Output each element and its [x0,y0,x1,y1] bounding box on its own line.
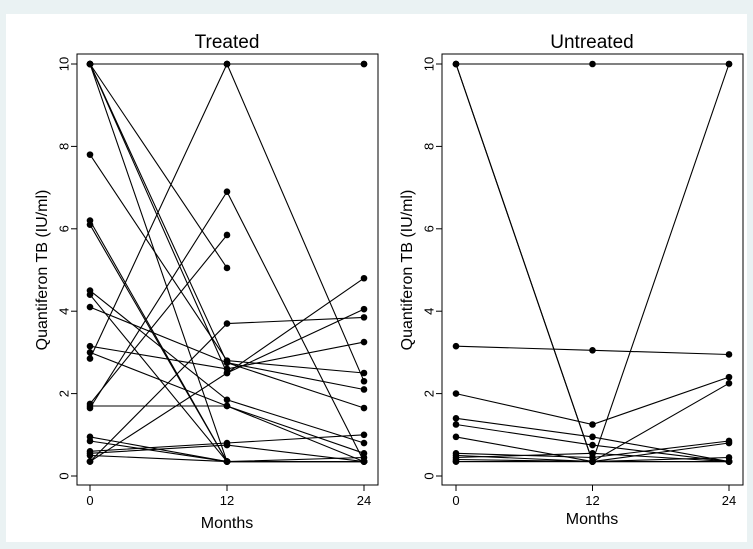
treated-panel-title: Treated [195,32,260,53]
treated-data-point [86,221,94,228]
treated-data-point [86,355,94,362]
untreated-data-points [452,60,733,465]
untreated-data-point [589,458,596,465]
treated-panel: Treated Quantiferon TB (IU/ml) Months 0 2… [34,32,379,532]
treated-data-point [360,314,368,321]
treated-series-line-3 [89,63,228,269]
treated-y-tick-label: 2 [57,390,72,397]
untreated-data-point [452,458,460,465]
untreated-data-point [589,60,596,68]
untreated-x-tick-label: 24 [722,493,736,508]
untreated-data-point [725,60,733,68]
treated-data-points [86,60,368,465]
treated-data-point [223,396,231,404]
treated-data-point [360,369,368,377]
treated-y-tick-label: 6 [57,225,72,232]
treated-y-tick-label: 10 [57,57,72,71]
untreated-data-point [725,458,733,465]
treated-data-point [360,454,368,461]
treated-data-point [223,359,231,367]
treated-data-point [223,402,231,410]
untreated-y-tick-label: 0 [422,472,437,479]
treated-data-point [223,369,231,377]
untreated-y-tick-label: 4 [422,308,437,315]
treated-data-point [360,338,368,346]
treated-data-point [360,404,368,412]
treated-data-point [86,303,94,311]
treated-data-point [360,305,368,313]
untreated-data-point [589,421,596,428]
treated-x-tick-label: 12 [220,493,234,508]
treated-y-tick-label: 8 [57,143,72,150]
treated-data-point [223,320,231,327]
untreated-data-point [452,421,460,428]
treated-x-tick-label: 24 [357,493,371,508]
untreated-data-point [589,433,596,441]
untreated-x-tick-label: 0 [452,493,459,508]
untreated-x-tick-label: 12 [585,493,599,508]
untreated-x-axis-label: Months [566,511,618,528]
treated-data-point [223,231,231,239]
untreated-panel: Untreated Quantiferon TB (IU/ml) Months … [399,32,744,528]
treated-y-axis-label: Quantiferon TB (IU/ml) [34,190,51,351]
untreated-data-point [452,390,460,397]
untreated-data-point [589,347,596,354]
treated-data-point [223,441,231,449]
treated-data-point [86,60,94,68]
untreated-data-point [589,441,596,449]
treated-data-point [86,402,94,410]
untreated-y-tick-label: 8 [422,143,437,150]
untreated-data-point [725,351,733,358]
untreated-data-point [452,342,460,350]
treated-data-point [86,349,94,356]
untreated-y-axis-label: Quantiferon TB (IU/ml) [399,190,416,351]
treated-x-axis-label: Months [201,515,253,532]
untreated-data-point [452,433,460,441]
treated-series-line-16 [89,234,228,405]
treated-data-point [86,291,94,299]
treated-data-point [360,439,368,447]
untreated-data-point [589,450,596,457]
treated-data-point [360,386,368,393]
untreated-panel-title: Untreated [550,32,633,53]
untreated-data-point [725,380,733,387]
treated-data-point [360,274,368,282]
treated-data-point [223,188,231,196]
untreated-y-tick-label: 2 [422,390,437,397]
treated-data-point [223,458,231,465]
treated-data-point [223,264,231,272]
treated-x-tick-label: 0 [86,493,93,508]
untreated-y-tick-label: 6 [422,225,437,232]
treated-y-tick-label: 0 [57,472,72,479]
treated-data-point [86,452,94,459]
treated-data-point [86,437,94,445]
treated-data-point [360,60,368,68]
treated-data-point [360,431,368,439]
untreated-data-point [452,415,460,422]
treated-data-point [360,377,368,385]
untreated-data-point [452,60,460,68]
treated-data-point [86,151,94,158]
treated-data-point [223,60,231,68]
untreated-data-point [725,439,733,447]
untreated-data-point [725,373,733,381]
treated-data-point [86,342,94,350]
treated-data-point [86,458,94,465]
treated-y-tick-label: 4 [57,308,72,315]
figure-background [6,14,747,542]
untreated-y-tick-label: 10 [422,57,437,71]
